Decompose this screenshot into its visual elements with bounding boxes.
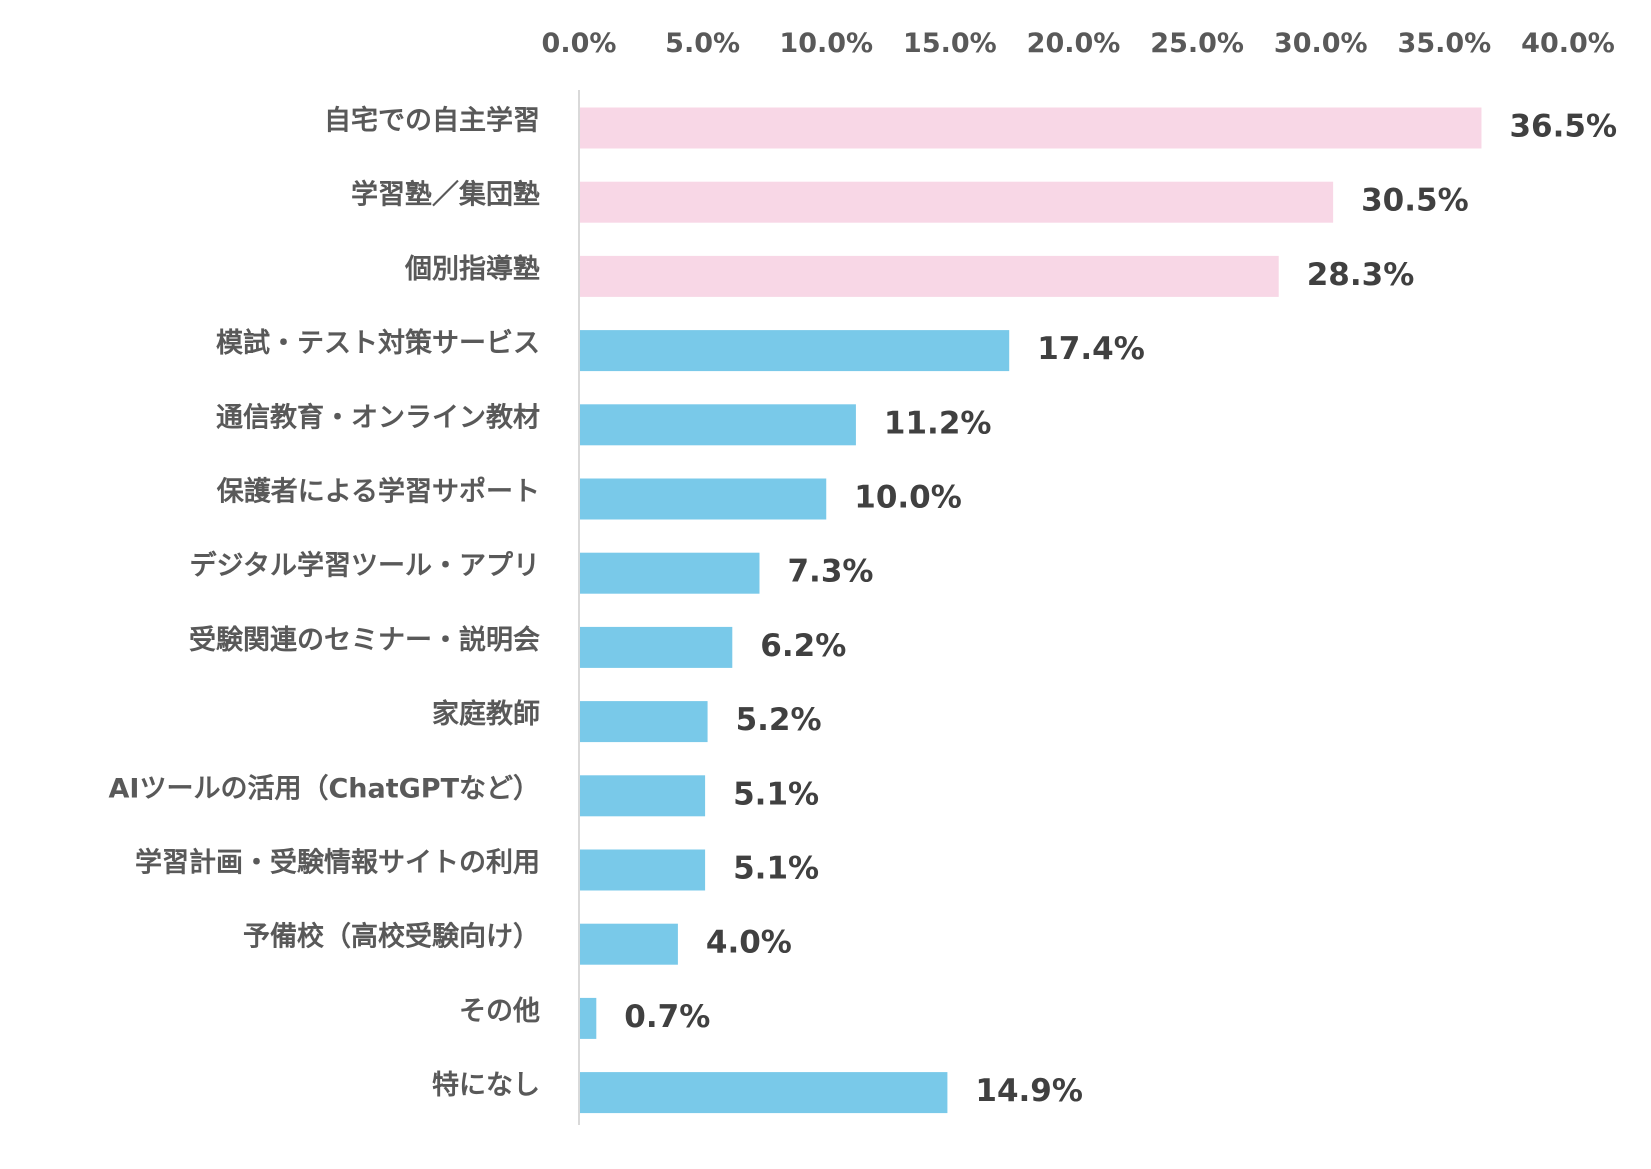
category-label: 個別指導塾 xyxy=(404,253,540,285)
category-label: 特になし xyxy=(432,1070,540,1101)
bar xyxy=(580,775,706,817)
value-label: 4.0% xyxy=(706,925,792,961)
value-label: 28.3% xyxy=(1307,257,1415,293)
value-label: 5.2% xyxy=(736,702,822,738)
value-label: 30.5% xyxy=(1361,183,1469,219)
bar xyxy=(580,255,1279,297)
bar xyxy=(580,330,1010,372)
x-tick-label: 35.0% xyxy=(1398,28,1492,59)
category-label: 家庭教師 xyxy=(432,698,540,730)
category-label: 模試・テスト対策サービス xyxy=(216,327,540,359)
value-label: 5.1% xyxy=(733,776,819,812)
x-axis-ticks: 0.0% 5.0% 10.0% 15.0% 20.0% 25.0% 30.0% 35.0% 40… xyxy=(542,28,1615,59)
value-label: 0.7% xyxy=(624,999,710,1035)
category-label: 通信教育・オンライン教材 xyxy=(216,401,540,433)
category-label: 自宅での自主学習 xyxy=(324,105,540,137)
x-tick-label: 0.0% xyxy=(542,28,617,59)
category-label: AIツールの活用（ChatGPTなど） xyxy=(109,773,540,804)
category-label: デジタル学習ツール・アプリ xyxy=(190,550,540,582)
bar xyxy=(580,181,1334,223)
bar xyxy=(580,404,856,446)
bar xyxy=(580,626,733,668)
bar xyxy=(580,107,1482,149)
category-label: 受験関連のセミナー・説明会 xyxy=(189,624,540,656)
value-labels: 36.5% 30.5% 28.3% 17.4% 11.2% 10.0% 7.3% 6.2% 5.… xyxy=(624,109,1617,1110)
x-tick-label: 15.0% xyxy=(903,28,997,59)
category-label: 保護者による学習サポート xyxy=(216,476,540,508)
category-label: 学習塾／集団塾 xyxy=(351,179,540,211)
x-tick-label: 5.0% xyxy=(665,28,740,59)
value-label: 6.2% xyxy=(760,628,846,664)
bars xyxy=(580,107,1482,1114)
bar xyxy=(580,552,760,594)
category-label: その他 xyxy=(459,996,540,1027)
value-label: 11.2% xyxy=(884,405,992,441)
x-tick-label: 40.0% xyxy=(1521,28,1615,59)
bar xyxy=(580,997,597,1039)
x-tick-label: 30.0% xyxy=(1274,28,1368,59)
value-label: 7.3% xyxy=(787,554,873,590)
value-label: 5.1% xyxy=(733,851,819,887)
value-label: 10.0% xyxy=(854,480,962,516)
category-label: 学習計画・受験情報サイトの利用 xyxy=(135,847,540,879)
x-tick-label: 10.0% xyxy=(779,28,873,59)
bar xyxy=(580,849,706,891)
value-label: 17.4% xyxy=(1037,331,1145,367)
bar xyxy=(580,923,678,965)
value-label: 36.5% xyxy=(1509,109,1617,145)
category-labels: 自宅での自主学習学習塾／集団塾個別指導塾模試・テスト対策サービス通信教育・オンラ… xyxy=(109,105,540,1102)
value-label: 14.9% xyxy=(975,1073,1083,1109)
x-tick-label: 25.0% xyxy=(1150,28,1244,59)
bar xyxy=(580,701,708,743)
category-label: 予備校（高校受験向け） xyxy=(243,921,540,953)
bar xyxy=(580,1072,948,1114)
bar xyxy=(580,478,827,520)
x-tick-label: 20.0% xyxy=(1027,28,1121,59)
